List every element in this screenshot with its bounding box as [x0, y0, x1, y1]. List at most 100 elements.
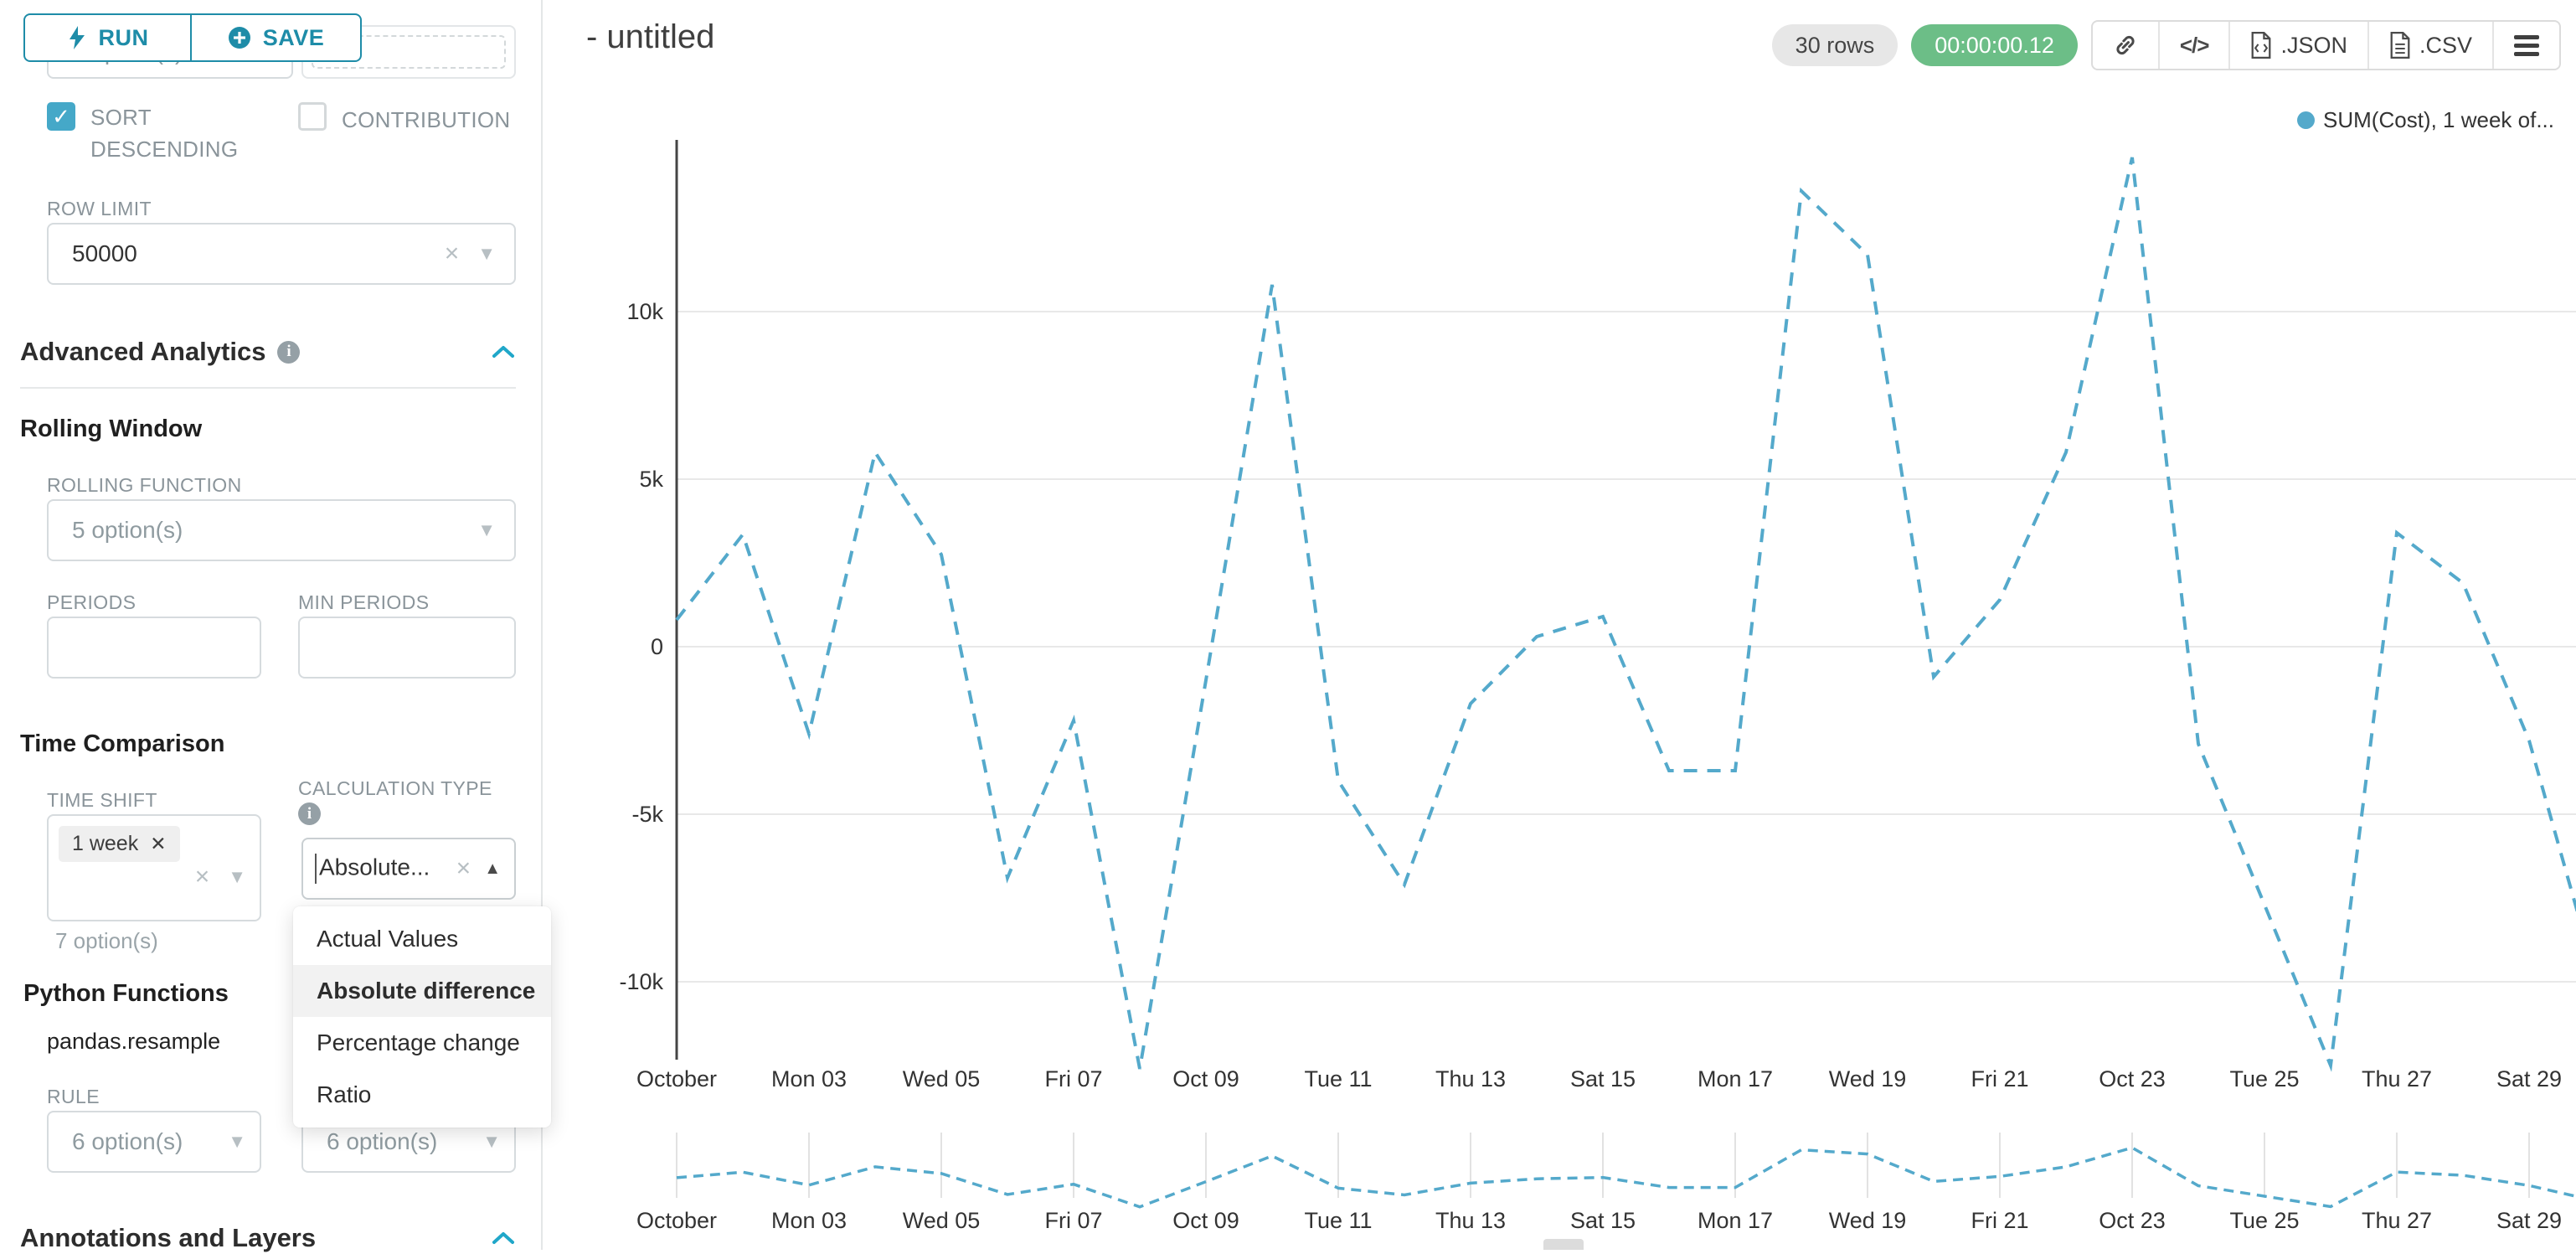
chevron-down-icon[interactable]: ▼ [228, 1131, 246, 1152]
advanced-analytics-title: Advanced Analytics [20, 337, 266, 366]
bottom-scroll-stub[interactable] [1543, 1239, 1584, 1250]
mini-x-axis-tick-label: Mon 17 [1698, 1208, 1773, 1233]
sort-descending-checkbox[interactable]: ✓ [47, 102, 75, 131]
mini-x-axis-tick-label: Thu 13 [1435, 1208, 1506, 1233]
bolt-icon [69, 26, 85, 49]
copy-link-button[interactable] [2093, 22, 2158, 69]
chart-legend[interactable]: SUM(Cost), 1 week of... [2297, 107, 2554, 133]
y-axis-tick-label: 5k [639, 467, 663, 492]
rolling-function-value: 5 option(s) [72, 517, 183, 543]
chevron-down-icon[interactable]: ▼ [482, 1131, 501, 1152]
x-axis-tick-label: Mon 03 [771, 1066, 847, 1091]
row-limit-label: ROW LIMIT [47, 198, 152, 219]
min-periods-input[interactable] [298, 617, 516, 679]
calculation-type-label: CALCULATION TYPE [298, 777, 492, 799]
query-timer-badge: 00:00:00.12 [1911, 24, 2078, 66]
y-axis-tick-label: 10k [626, 299, 663, 324]
mini-x-axis-tick-label: Sat 15 [1570, 1208, 1636, 1233]
sort-descending-label: SORT DESCENDING [90, 105, 239, 162]
series-line [675, 157, 2576, 1072]
collapse-chevron-icon[interactable] [491, 1230, 516, 1246]
mini-x-axis-tick-label: October [636, 1208, 717, 1233]
code-icon: </> [2179, 32, 2210, 58]
save-button-label: SAVE [262, 24, 325, 50]
clear-icon[interactable]: × [456, 854, 471, 882]
export-csv-label: .CSV [2419, 32, 2472, 58]
annotations-layers-title: Annotations and Layers [20, 1223, 317, 1252]
chevron-up-icon[interactable]: ▲ [484, 859, 501, 878]
time-shift-tag: 1 week ✕ [59, 826, 180, 862]
calculation-type-value: Absolute... [303, 854, 430, 884]
x-axis-tick-label: Oct 09 [1172, 1066, 1239, 1091]
row-limit-value: 50000 [72, 240, 137, 266]
x-axis-tick-label: October [636, 1066, 717, 1091]
save-button[interactable]: SAVE [191, 13, 362, 62]
view-query-button[interactable]: </> [2157, 22, 2229, 69]
periods-label: PERIODS [47, 591, 137, 613]
rule-value: 6 option(s) [72, 1128, 183, 1154]
contribution-checkbox[interactable] [298, 102, 327, 131]
row-count-badge: 30 rows [1771, 24, 1899, 66]
calculation-type-select[interactable]: Absolute... × ▲ [301, 838, 516, 900]
chevron-down-icon[interactable]: ▼ [477, 519, 496, 540]
link-icon [2116, 35, 2135, 55]
json-file-icon [2252, 32, 2271, 59]
contribution-label: CONTRIBUTION [342, 107, 511, 132]
time-comparison-title: Time Comparison [20, 730, 225, 757]
chevron-down-icon[interactable]: ▼ [228, 866, 246, 887]
export-json-label: .JSON [2280, 32, 2347, 58]
run-button-label: RUN [98, 24, 149, 50]
info-icon[interactable]: i [298, 802, 321, 825]
periods-input[interactable] [47, 617, 261, 679]
remove-tag-icon[interactable]: ✕ [150, 833, 167, 854]
dropdown-option-percentage-change[interactable]: Percentage change [317, 1030, 520, 1055]
mini-x-axis-tick-label: Wed 05 [903, 1208, 981, 1233]
mini-x-axis-tick-label: Oct 09 [1172, 1208, 1239, 1233]
export-json-button[interactable]: .JSON [2228, 22, 2367, 69]
time-shift-tag-label: 1 week [72, 832, 139, 855]
dropdown-option-ratio[interactable]: Ratio [317, 1081, 372, 1107]
chart-title[interactable]: - untitled [586, 18, 715, 55]
hamburger-icon [2514, 34, 2539, 56]
calculation-type-dropdown: Actual Values Absolute difference Percen… [293, 906, 551, 1128]
clear-icon[interactable]: × [444, 240, 460, 267]
mini-x-axis-tick-label: Mon 03 [771, 1208, 847, 1233]
mini-x-axis-tick-label: Fri 07 [1044, 1208, 1102, 1233]
mini-x-axis-tick-label: Tue 25 [2229, 1208, 2299, 1233]
info-icon[interactable]: i [277, 340, 301, 364]
chevron-down-icon[interactable]: ▼ [477, 243, 496, 264]
mini-x-axis-tick-label: Oct 23 [2099, 1208, 2166, 1233]
run-save-button-group: RUN SAVE [23, 13, 362, 62]
x-axis-tick-label: Wed 19 [1829, 1066, 1907, 1091]
mini-x-axis-tick-label: Tue 11 [1304, 1208, 1372, 1233]
csv-file-icon [2390, 32, 2410, 59]
rolling-function-select[interactable]: 5 option(s) ▼ [47, 499, 516, 561]
rule-select[interactable]: 6 option(s) ▼ [47, 1111, 261, 1173]
main-line-chart[interactable]: 10k 5k 0 -5k -10k October Mon 03 Wed 05 Fri 07 Oc… [541, 138, 2576, 1093]
run-button[interactable]: RUN [23, 13, 191, 62]
chart-config-panel: 7 option(s) RUN SAVE ✓ SORT DESCENDING C… [0, 0, 551, 1252]
x-axis-tick-label: Fri 07 [1044, 1066, 1102, 1091]
chart-header-actions: 30 rows 00:00:00.12 </> .JSON [1771, 20, 2561, 70]
row-limit-select[interactable]: 50000 × ▼ [47, 223, 516, 285]
x-axis-tick-label: Sat 29 [2496, 1066, 2562, 1091]
dropdown-option-actual-values[interactable]: Actual Values [317, 926, 459, 952]
dropdown-option-absolute-difference[interactable]: Absolute difference [293, 965, 551, 1017]
legend-dot [2297, 111, 2316, 129]
collapse-chevron-icon[interactable] [491, 343, 516, 360]
panel-divider [541, 0, 543, 1250]
mini-x-axis-tick-label: Wed 19 [1829, 1208, 1907, 1233]
export-toolbar: </> .JSON .CSV [2090, 20, 2561, 70]
x-axis-tick-label: Thu 27 [2362, 1066, 2432, 1091]
clear-icon[interactable]: × [194, 863, 210, 890]
rolling-function-label: ROLLING FUNCTION [47, 474, 242, 496]
x-axis-tick-label: Oct 23 [2099, 1066, 2166, 1091]
menu-button[interactable] [2492, 22, 2559, 69]
time-shift-select[interactable]: 1 week ✕ × ▼ [47, 814, 261, 921]
time-shift-helper: 7 option(s) [55, 928, 158, 953]
mini-series-line [676, 1146, 2576, 1209]
fill-method-value: 6 option(s) [327, 1128, 438, 1154]
export-csv-button[interactable]: .CSV [2367, 22, 2492, 69]
mini-map-brush-chart[interactable]: October Mon 03 Wed 05 Fri 07 Oct 09 Tue 11 Thu… [541, 1124, 2576, 1250]
mini-x-axis-tick-label: Sat 29 [2496, 1208, 2562, 1233]
